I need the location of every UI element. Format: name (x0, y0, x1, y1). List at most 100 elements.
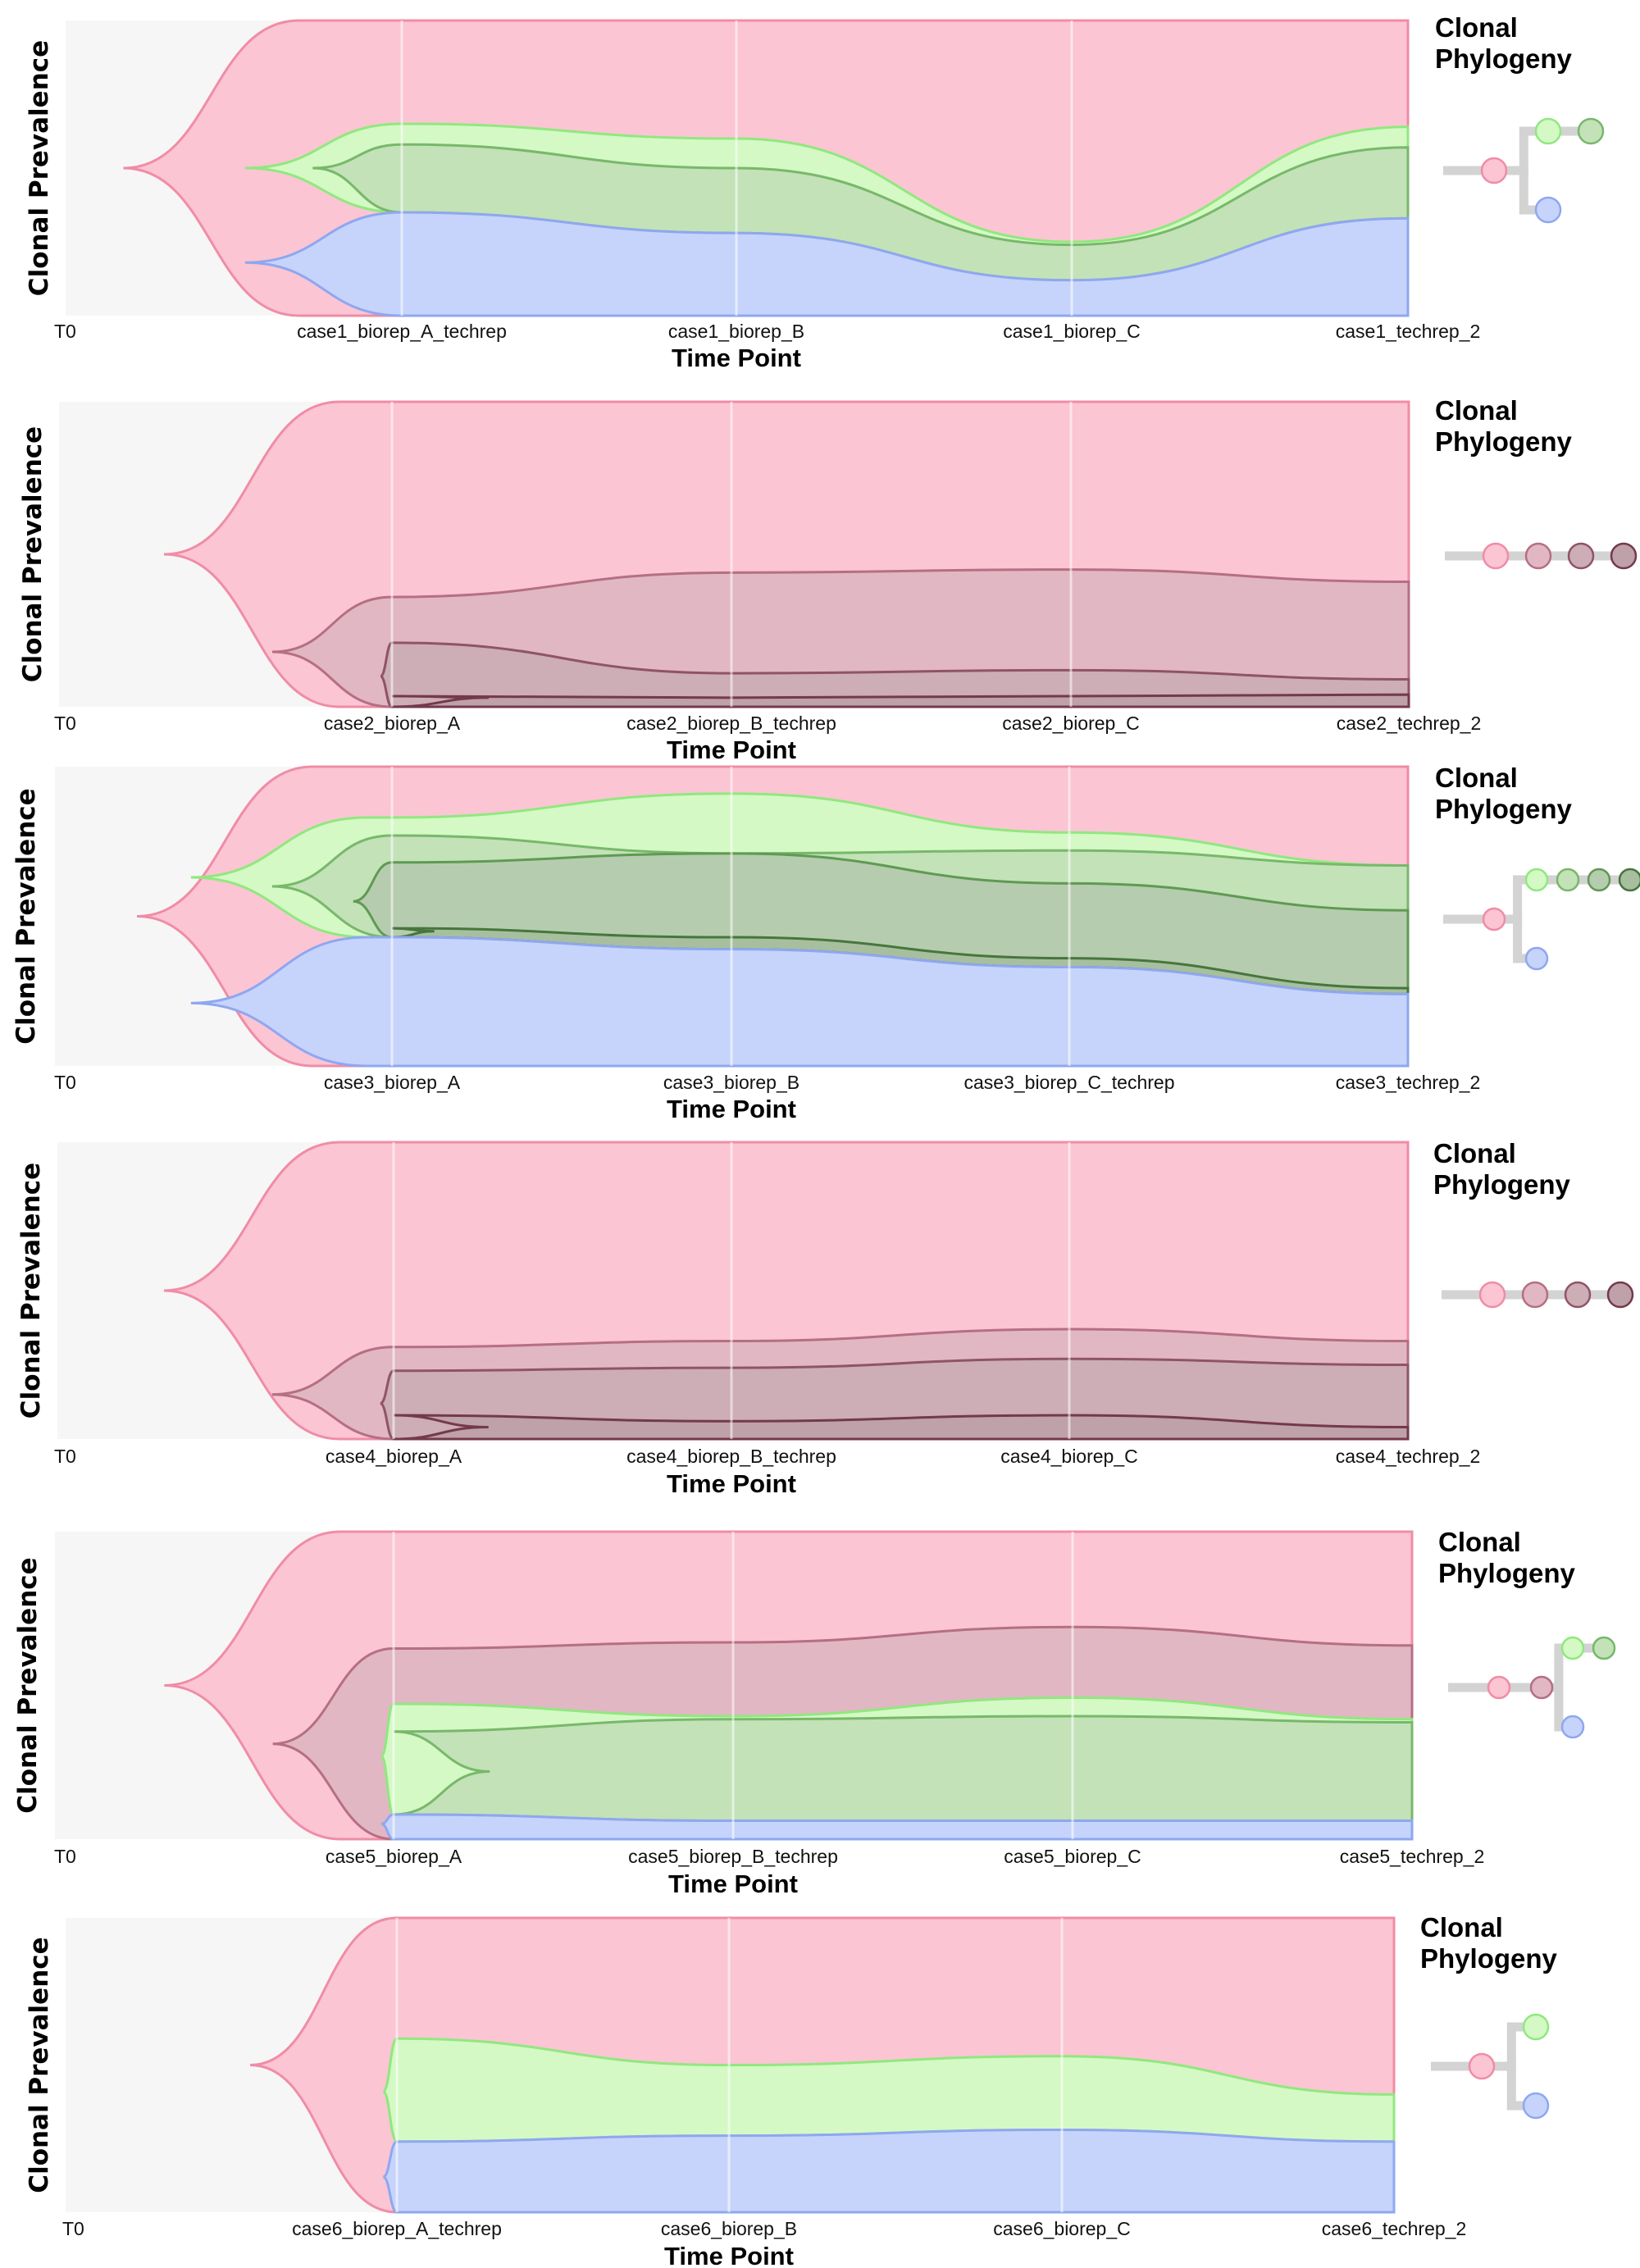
x-tick-label: case2_biorep_B_techrep (626, 713, 836, 734)
phylogeny-tree (1442, 1281, 1634, 1309)
phylogeny-tree (1448, 1636, 1616, 1739)
phylogeny-tree (1443, 868, 1640, 971)
phylogeny-node-clone2 (1522, 2013, 1550, 2041)
x-tick-label: T0 (54, 1846, 76, 1867)
x-tick-label: case6_biorep_C (993, 2218, 1131, 2239)
x-tick-label: case6_biorep_B (661, 2218, 797, 2239)
phylogeny-tree (1443, 117, 1605, 224)
x-tick-label: case3_biorep_A (324, 1072, 461, 1093)
fishplot-panel-4: T0 case4_biorep_A case4_biorep_B_techrep ca… (16, 1138, 1634, 1498)
phylogeny-node-clone1 (1487, 1675, 1511, 1700)
y-axis-title: Clonal Prevalence (25, 40, 54, 296)
x-tick-label: T0 (62, 2218, 84, 2239)
x-tick-label: case1_biorep_A_techrep (297, 321, 507, 342)
x-tick-label: case4_biorep_C (1000, 1446, 1138, 1467)
phylogeny-node-clone3 (1522, 2092, 1550, 2120)
legend-title: Clonal (1435, 395, 1518, 426)
legend-title: Phylogeny (1433, 1169, 1571, 1200)
legend-title: Phylogeny (1435, 426, 1573, 457)
phylogeny-node-clone4 (1592, 1636, 1616, 1660)
phylogeny-node-clone1 (1480, 157, 1508, 184)
phylogeny-node-clone6 (1524, 946, 1549, 971)
x-tick-label: case5_biorep_B_techrep (628, 1846, 838, 1867)
x-tick-label: case4_biorep_A (326, 1446, 462, 1467)
phylogeny-node-clone5 (1560, 1715, 1585, 1739)
x-tick-label: case5_biorep_C (1004, 1846, 1141, 1867)
phylogeny-node-clone4 (1587, 868, 1611, 892)
y-axis-title: Clonal Prevalence (11, 788, 41, 1044)
legend-title: Phylogeny (1420, 1943, 1558, 1974)
y-axis-title: Clonal Prevalence (18, 426, 48, 682)
x-tick-label: case4_techrep_2 (1336, 1446, 1480, 1467)
clone-area-clone6 (190, 936, 1410, 1068)
x-tick-label: T0 (54, 713, 76, 734)
x-tick-label: case4_biorep_B_techrep (626, 1446, 836, 1467)
phylogeny-node-clone2 (1524, 868, 1549, 892)
phylogeny-node-clone3 (1577, 117, 1605, 145)
x-tick-label: case1_biorep_B (668, 321, 804, 342)
phylogeny-node-clone2 (1524, 542, 1552, 570)
x-tick-label: case2_biorep_A (324, 713, 461, 734)
clone-area-clone4 (391, 693, 1410, 708)
legend-title: Clonal (1438, 1527, 1521, 1557)
x-axis-title: Time Point (667, 1469, 796, 1498)
legend-title: Clonal (1435, 12, 1518, 43)
clone-area-clone5 (380, 1813, 1414, 1841)
phylogeny-node-clone1 (1482, 542, 1510, 570)
fishplot-panel-6: T0 case6_biorep_A_techrep case6_biorep_B ca… (25, 1912, 1558, 2268)
clone-area-clone4 (244, 211, 1410, 317)
phylogeny-node-clone5 (1618, 868, 1640, 892)
phylogeny-node-clone1 (1468, 2052, 1496, 2080)
legend-title: Phylogeny (1435, 794, 1573, 824)
x-tick-label: case3_biorep_C_techrep (963, 1072, 1174, 1093)
clone-area-clone4 (393, 1715, 1414, 1823)
x-tick-label: case6_techrep_2 (1322, 2218, 1466, 2239)
clone-area-clone4 (393, 1414, 1410, 1441)
y-axis-title: Clonal Prevalence (16, 1163, 46, 1419)
x-tick-label: case3_techrep_2 (1336, 1072, 1480, 1093)
x-axis-title: Time Point (668, 1870, 798, 1898)
phylogeny-node-clone4 (1534, 196, 1562, 224)
x-tick-label: case3_biorep_B (663, 1072, 800, 1093)
phylogeny-node-clone4 (1606, 1281, 1634, 1309)
phylogeny-tree (1431, 2013, 1550, 2120)
phylogeny-node-clone2 (1529, 1675, 1554, 1700)
clone-area-clone3 (382, 2128, 1396, 2214)
y-axis-title: Clonal Prevalence (13, 1557, 43, 1813)
phylogeny-node-clone1 (1482, 907, 1506, 931)
x-tick-label: T0 (54, 1072, 76, 1093)
phylogeny-tree (1445, 542, 1638, 570)
legend-title: Clonal (1420, 1912, 1503, 1942)
x-tick-label: case1_biorep_C (1003, 321, 1141, 342)
legend-title: Clonal (1435, 763, 1518, 793)
x-tick-label: T0 (54, 321, 76, 342)
phylogeny-node-clone2 (1521, 1281, 1549, 1309)
x-tick-label: T0 (54, 1446, 76, 1467)
x-axis-title: Time Point (667, 1095, 796, 1123)
x-tick-label: case1_techrep_2 (1336, 321, 1480, 342)
x-tick-label: case5_biorep_A (326, 1846, 462, 1867)
y-axis-title: Clonal Prevalence (25, 1937, 54, 2193)
phylogeny-node-clone4 (1610, 542, 1638, 570)
phylogeny-node-clone3 (1567, 542, 1595, 570)
x-axis-title: Time Point (672, 344, 801, 372)
fishplot-panel-3: T0 case3_biorep_A case3_biorep_B case3_bior… (11, 763, 1640, 1123)
x-tick-label: case2_techrep_2 (1337, 713, 1481, 734)
legend-title: Clonal (1433, 1138, 1516, 1168)
fishplot-panel-5: T0 case5_biorep_A case5_biorep_B_techrep ca… (13, 1527, 1616, 1898)
phylogeny-node-clone1 (1478, 1281, 1506, 1309)
fishplot-panel-1: T0 case1_biorep_A_techrep case1_biorep_B ca… (25, 12, 1605, 372)
phylogeny-node-clone2 (1534, 117, 1562, 145)
x-tick-label: case6_biorep_A_techrep (292, 2218, 502, 2239)
x-axis-title: Time Point (664, 2242, 794, 2268)
x-tick-label: case5_techrep_2 (1340, 1846, 1484, 1867)
fishplot-panel-2: T0 case2_biorep_A case2_biorep_B_techrep ca… (18, 395, 1638, 764)
legend-title: Phylogeny (1438, 1558, 1576, 1588)
phylogeny-node-clone3 (1560, 1636, 1585, 1660)
x-tick-label: case2_biorep_C (1002, 713, 1140, 734)
phylogeny-node-clone3 (1564, 1281, 1592, 1309)
phylogeny-node-clone3 (1556, 868, 1580, 892)
x-axis-title: Time Point (667, 736, 796, 764)
legend-title: Phylogeny (1435, 43, 1573, 74)
